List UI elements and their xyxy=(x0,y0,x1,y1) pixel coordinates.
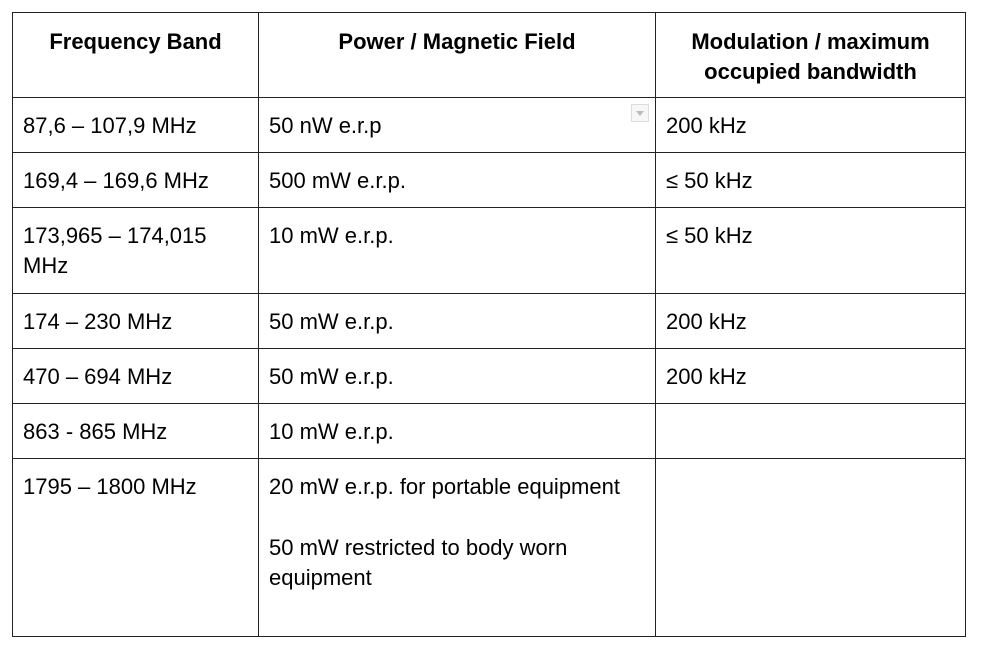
header-cell: Frequency Band xyxy=(12,12,259,98)
table-cell xyxy=(655,458,966,637)
table-cell: 20 mW e.r.p. for portable equipment 50 mW… xyxy=(258,458,656,637)
table-cell: 10 mW e.r.p. xyxy=(258,403,656,459)
table-cell: 50 nW e.r.p xyxy=(258,97,656,153)
cell-paragraph: 50 mW restricted to body worn equipment xyxy=(269,535,568,590)
table-cell: 169,4 – 169,6 MHz xyxy=(12,152,259,208)
table-cell: 200 kHz xyxy=(655,97,966,153)
table-cell xyxy=(655,403,966,459)
table-cell: 50 mW e.r.p. xyxy=(258,348,656,404)
table-cell: 173,965 – 174,015 MHz xyxy=(12,207,259,294)
table-body: 87,6 – 107,9 MHz 50 nW e.r.p 200 kHz 169,4 … xyxy=(12,97,966,637)
table-row: 87,6 – 107,9 MHz 50 nW e.r.p 200 kHz xyxy=(12,97,966,153)
table-cell: 500 mW e.r.p. xyxy=(258,152,656,208)
table-cell: 200 kHz xyxy=(655,293,966,349)
table-cell: 863 - 865 MHz xyxy=(12,403,259,459)
table-cell: 50 mW e.r.p. xyxy=(258,293,656,349)
table-cell: 470 – 694 MHz xyxy=(12,348,259,404)
table-row: 174 – 230 MHz 50 mW e.r.p. 200 kHz xyxy=(12,293,966,349)
table-cell: 1795 – 1800 MHz xyxy=(12,458,259,637)
header-cell: Power / Magnetic Field xyxy=(258,12,656,98)
cell-paragraph: 20 mW e.r.p. for portable equipment xyxy=(269,474,620,499)
table-row: 470 – 694 MHz 50 mW e.r.p. 200 kHz xyxy=(12,348,966,404)
table-row: 1795 – 1800 MHz 20 mW e.r.p. for portable… xyxy=(12,458,966,637)
table-cell: ≤ 50 kHz xyxy=(655,152,966,208)
table-row: 169,4 – 169,6 MHz 500 mW e.r.p. ≤ 50 kHz xyxy=(12,152,966,208)
dropdown-icon xyxy=(631,104,649,122)
header-row: Frequency Band Power / Magnetic Field Mo… xyxy=(12,12,966,98)
table-cell: 200 kHz xyxy=(655,348,966,404)
table-cell: 174 – 230 MHz xyxy=(12,293,259,349)
table-cell: 10 mW e.r.p. xyxy=(258,207,656,294)
table-row: 173,965 – 174,015 MHz 10 mW e.r.p. ≤ 50 kH… xyxy=(12,207,966,294)
table-cell: ≤ 50 kHz xyxy=(655,207,966,294)
table-cell: 87,6 – 107,9 MHz xyxy=(12,97,259,153)
table: Frequency Band Power / Magnetic Field Mo… xyxy=(12,12,966,637)
table-row: 863 - 865 MHz 10 mW e.r.p. xyxy=(12,403,966,459)
header-cell: Modulation / maximum occupied bandwidth xyxy=(655,12,966,98)
